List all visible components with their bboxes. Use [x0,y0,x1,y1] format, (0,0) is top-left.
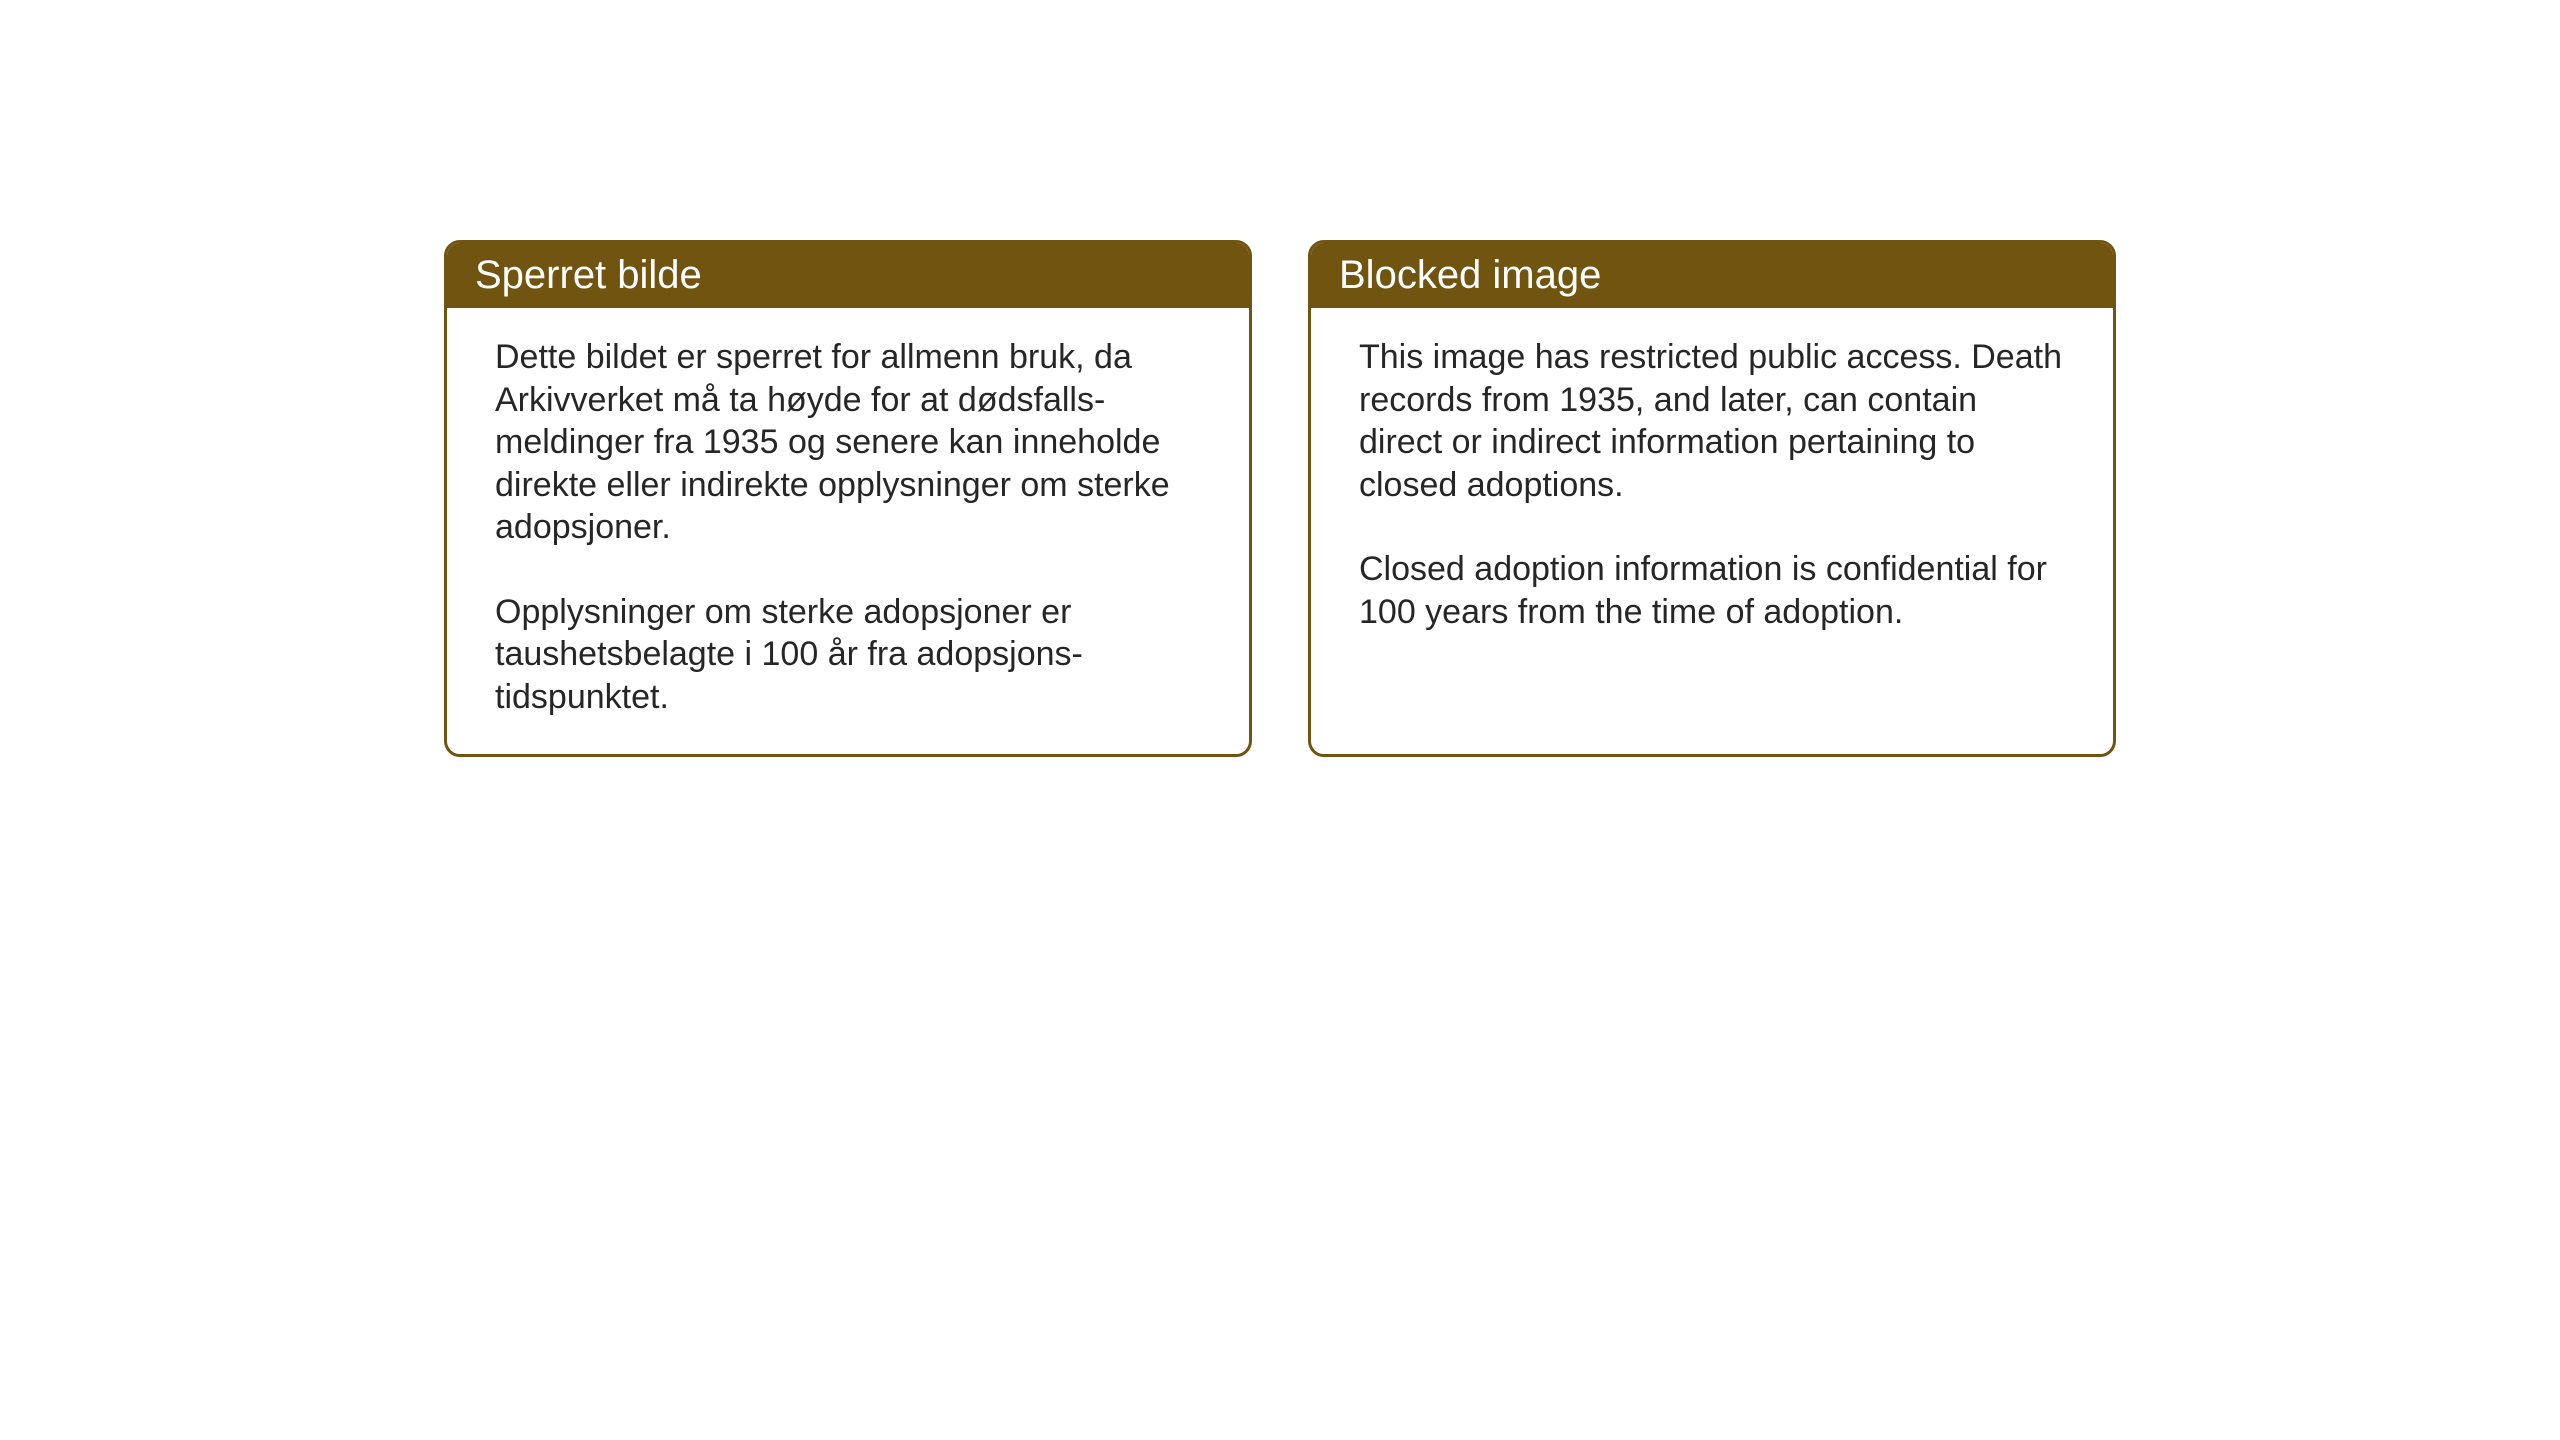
english-paragraph-2: Closed adoption information is confident… [1359,548,2065,633]
english-card-body: This image has restricted public access.… [1311,308,2113,748]
norwegian-paragraph-2: Opplysninger om sterke adopsjoner er tau… [495,591,1201,719]
norwegian-notice-card: Sperret bilde Dette bildet er sperret fo… [444,240,1252,757]
norwegian-paragraph-1: Dette bildet er sperret for allmenn bruk… [495,336,1201,549]
english-card-title: Blocked image [1311,243,2113,308]
english-notice-card: Blocked image This image has restricted … [1308,240,2116,757]
norwegian-card-body: Dette bildet er sperret for allmenn bruk… [447,308,1249,754]
notice-container: Sperret bilde Dette bildet er sperret fo… [444,240,2116,757]
english-paragraph-1: This image has restricted public access.… [1359,336,2065,506]
norwegian-card-title: Sperret bilde [447,243,1249,308]
